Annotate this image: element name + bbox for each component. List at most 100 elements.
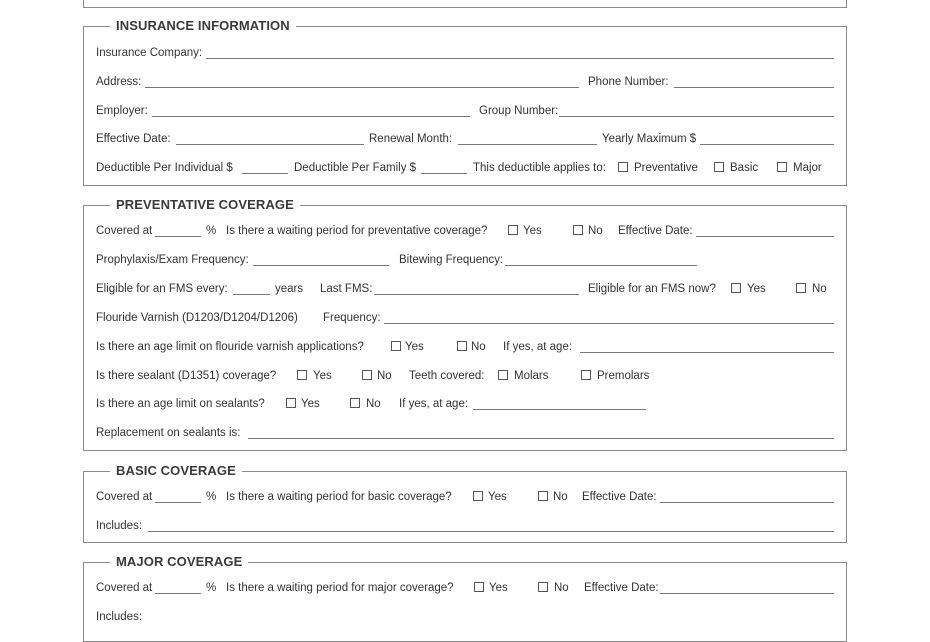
major-checkbox[interactable] [777, 162, 787, 172]
label: No [588, 225, 603, 237]
label: years [275, 283, 304, 295]
sealant-replacement-field[interactable] [248, 438, 834, 439]
label: Includes: [96, 520, 143, 532]
label: Insurance Company: [96, 47, 203, 59]
label: Group Number: [479, 105, 559, 117]
fms-now-yes-checkbox[interactable] [731, 283, 741, 293]
prophylaxis-frequency-field[interactable] [253, 265, 389, 266]
address-field[interactable] [145, 87, 579, 88]
basic-checkbox[interactable] [714, 162, 724, 172]
label: Major [793, 162, 822, 174]
label: Yes [301, 398, 320, 410]
label: % [206, 491, 217, 503]
preventative-checkbox[interactable] [618, 162, 628, 172]
group-number-field[interactable] [559, 116, 834, 117]
section-title: INSURANCE INFORMATION [110, 18, 296, 33]
deductible-individual-field[interactable] [242, 173, 288, 174]
preventative-section: PREVENTATIVE COVERAGE [83, 197, 847, 451]
varnish-age-yes-checkbox[interactable] [391, 341, 401, 351]
phone-field[interactable] [674, 87, 834, 88]
covered-percent-field[interactable] [155, 502, 201, 503]
label: No [812, 283, 827, 295]
last-fms-field[interactable] [374, 294, 579, 295]
label: Yes [313, 370, 332, 382]
label: Flouride Varnish (D1203/D1204/D1206) [96, 312, 298, 324]
effective-date-field[interactable] [660, 502, 834, 503]
label: Effective Date: [582, 491, 657, 503]
waiting-yes-checkbox[interactable] [508, 225, 518, 235]
label: Last FMS: [320, 283, 373, 295]
waiting-yes-checkbox[interactable] [473, 491, 483, 501]
label: Is there a waiting period for major cove… [226, 582, 454, 594]
waiting-no-checkbox[interactable] [573, 225, 583, 235]
label: Yes [747, 283, 766, 295]
insurance-section: INSURANCE INFORMATION [83, 18, 847, 186]
fms-now-no-checkbox[interactable] [796, 283, 806, 293]
label: Yearly Maximum $ [602, 133, 697, 145]
label: If yes, at age: [503, 341, 573, 353]
effective-date-field[interactable] [176, 144, 364, 145]
covered-percent-field[interactable] [155, 593, 201, 594]
label: Includes: [96, 611, 143, 623]
label: Frequency: [323, 312, 381, 324]
previous-section-box [83, 0, 847, 8]
label: Eligible for an FMS every: [96, 283, 228, 295]
label: Employer: [96, 105, 148, 117]
label: Yes [405, 341, 424, 353]
label: Bitewing Frequency: [399, 254, 504, 266]
label: Premolars [597, 370, 650, 382]
effective-date-field[interactable] [660, 593, 834, 594]
label: Covered at [96, 225, 153, 237]
sealant-age-no-checkbox[interactable] [350, 398, 360, 408]
renewal-month-field[interactable] [458, 144, 597, 145]
label: Covered at [96, 582, 153, 594]
label: % [206, 582, 217, 594]
label: Is there sealant (D1351) coverage? [96, 370, 277, 382]
waiting-no-checkbox[interactable] [538, 582, 548, 592]
section-title: PREVENTATIVE COVERAGE [110, 197, 300, 212]
label: Basic [730, 162, 759, 174]
label: Teeth covered: [409, 370, 485, 382]
premolars-checkbox[interactable] [581, 370, 591, 380]
label: Molars [514, 370, 549, 382]
molars-checkbox[interactable] [498, 370, 508, 380]
varnish-age-no-checkbox[interactable] [457, 341, 467, 351]
sealant-age-field[interactable] [473, 409, 646, 410]
label: Preventative [634, 162, 698, 174]
label: Effective Date: [96, 133, 171, 145]
deductible-family-field[interactable] [421, 173, 467, 174]
label: Is there an age limit on sealants? [96, 398, 265, 410]
label: Is there a waiting period for basic cove… [226, 491, 452, 503]
label: Covered at [96, 491, 153, 503]
waiting-yes-checkbox[interactable] [474, 582, 484, 592]
label: Renewal Month: [369, 133, 453, 145]
section-title: MAJOR COVERAGE [110, 554, 249, 569]
label: No [377, 370, 392, 382]
label: Yes [488, 491, 507, 503]
label: Is there a waiting period for preventati… [226, 225, 488, 237]
yearly-maximum-field[interactable] [700, 144, 834, 145]
varnish-frequency-field[interactable] [384, 323, 834, 324]
waiting-no-checkbox[interactable] [538, 491, 548, 501]
label: Yes [489, 582, 508, 594]
bitewing-frequency-field[interactable] [505, 265, 697, 266]
section-title: BASIC COVERAGE [110, 463, 242, 478]
sealant-yes-checkbox[interactable] [297, 370, 307, 380]
label: Address: [96, 76, 142, 88]
sealant-no-checkbox[interactable] [362, 370, 372, 380]
label: No [553, 491, 568, 503]
employer-field[interactable] [152, 116, 470, 117]
label: Prophylaxis/Exam Frequency: [96, 254, 249, 266]
covered-percent-field[interactable] [155, 236, 201, 237]
effective-date-field[interactable] [696, 236, 834, 237]
insurance-company-field[interactable] [206, 58, 834, 59]
label: Is there an age limit on flouride varnis… [96, 341, 364, 353]
label: No [554, 582, 569, 594]
major-section: MAJOR COVERAGE [83, 554, 847, 642]
label: Replacement on sealants is: [96, 427, 241, 439]
fms-every-field[interactable] [233, 294, 270, 295]
sealant-age-yes-checkbox[interactable] [286, 398, 296, 408]
includes-field[interactable] [148, 531, 834, 532]
varnish-age-field[interactable] [580, 352, 834, 353]
label: This deductible applies to: [473, 162, 606, 174]
